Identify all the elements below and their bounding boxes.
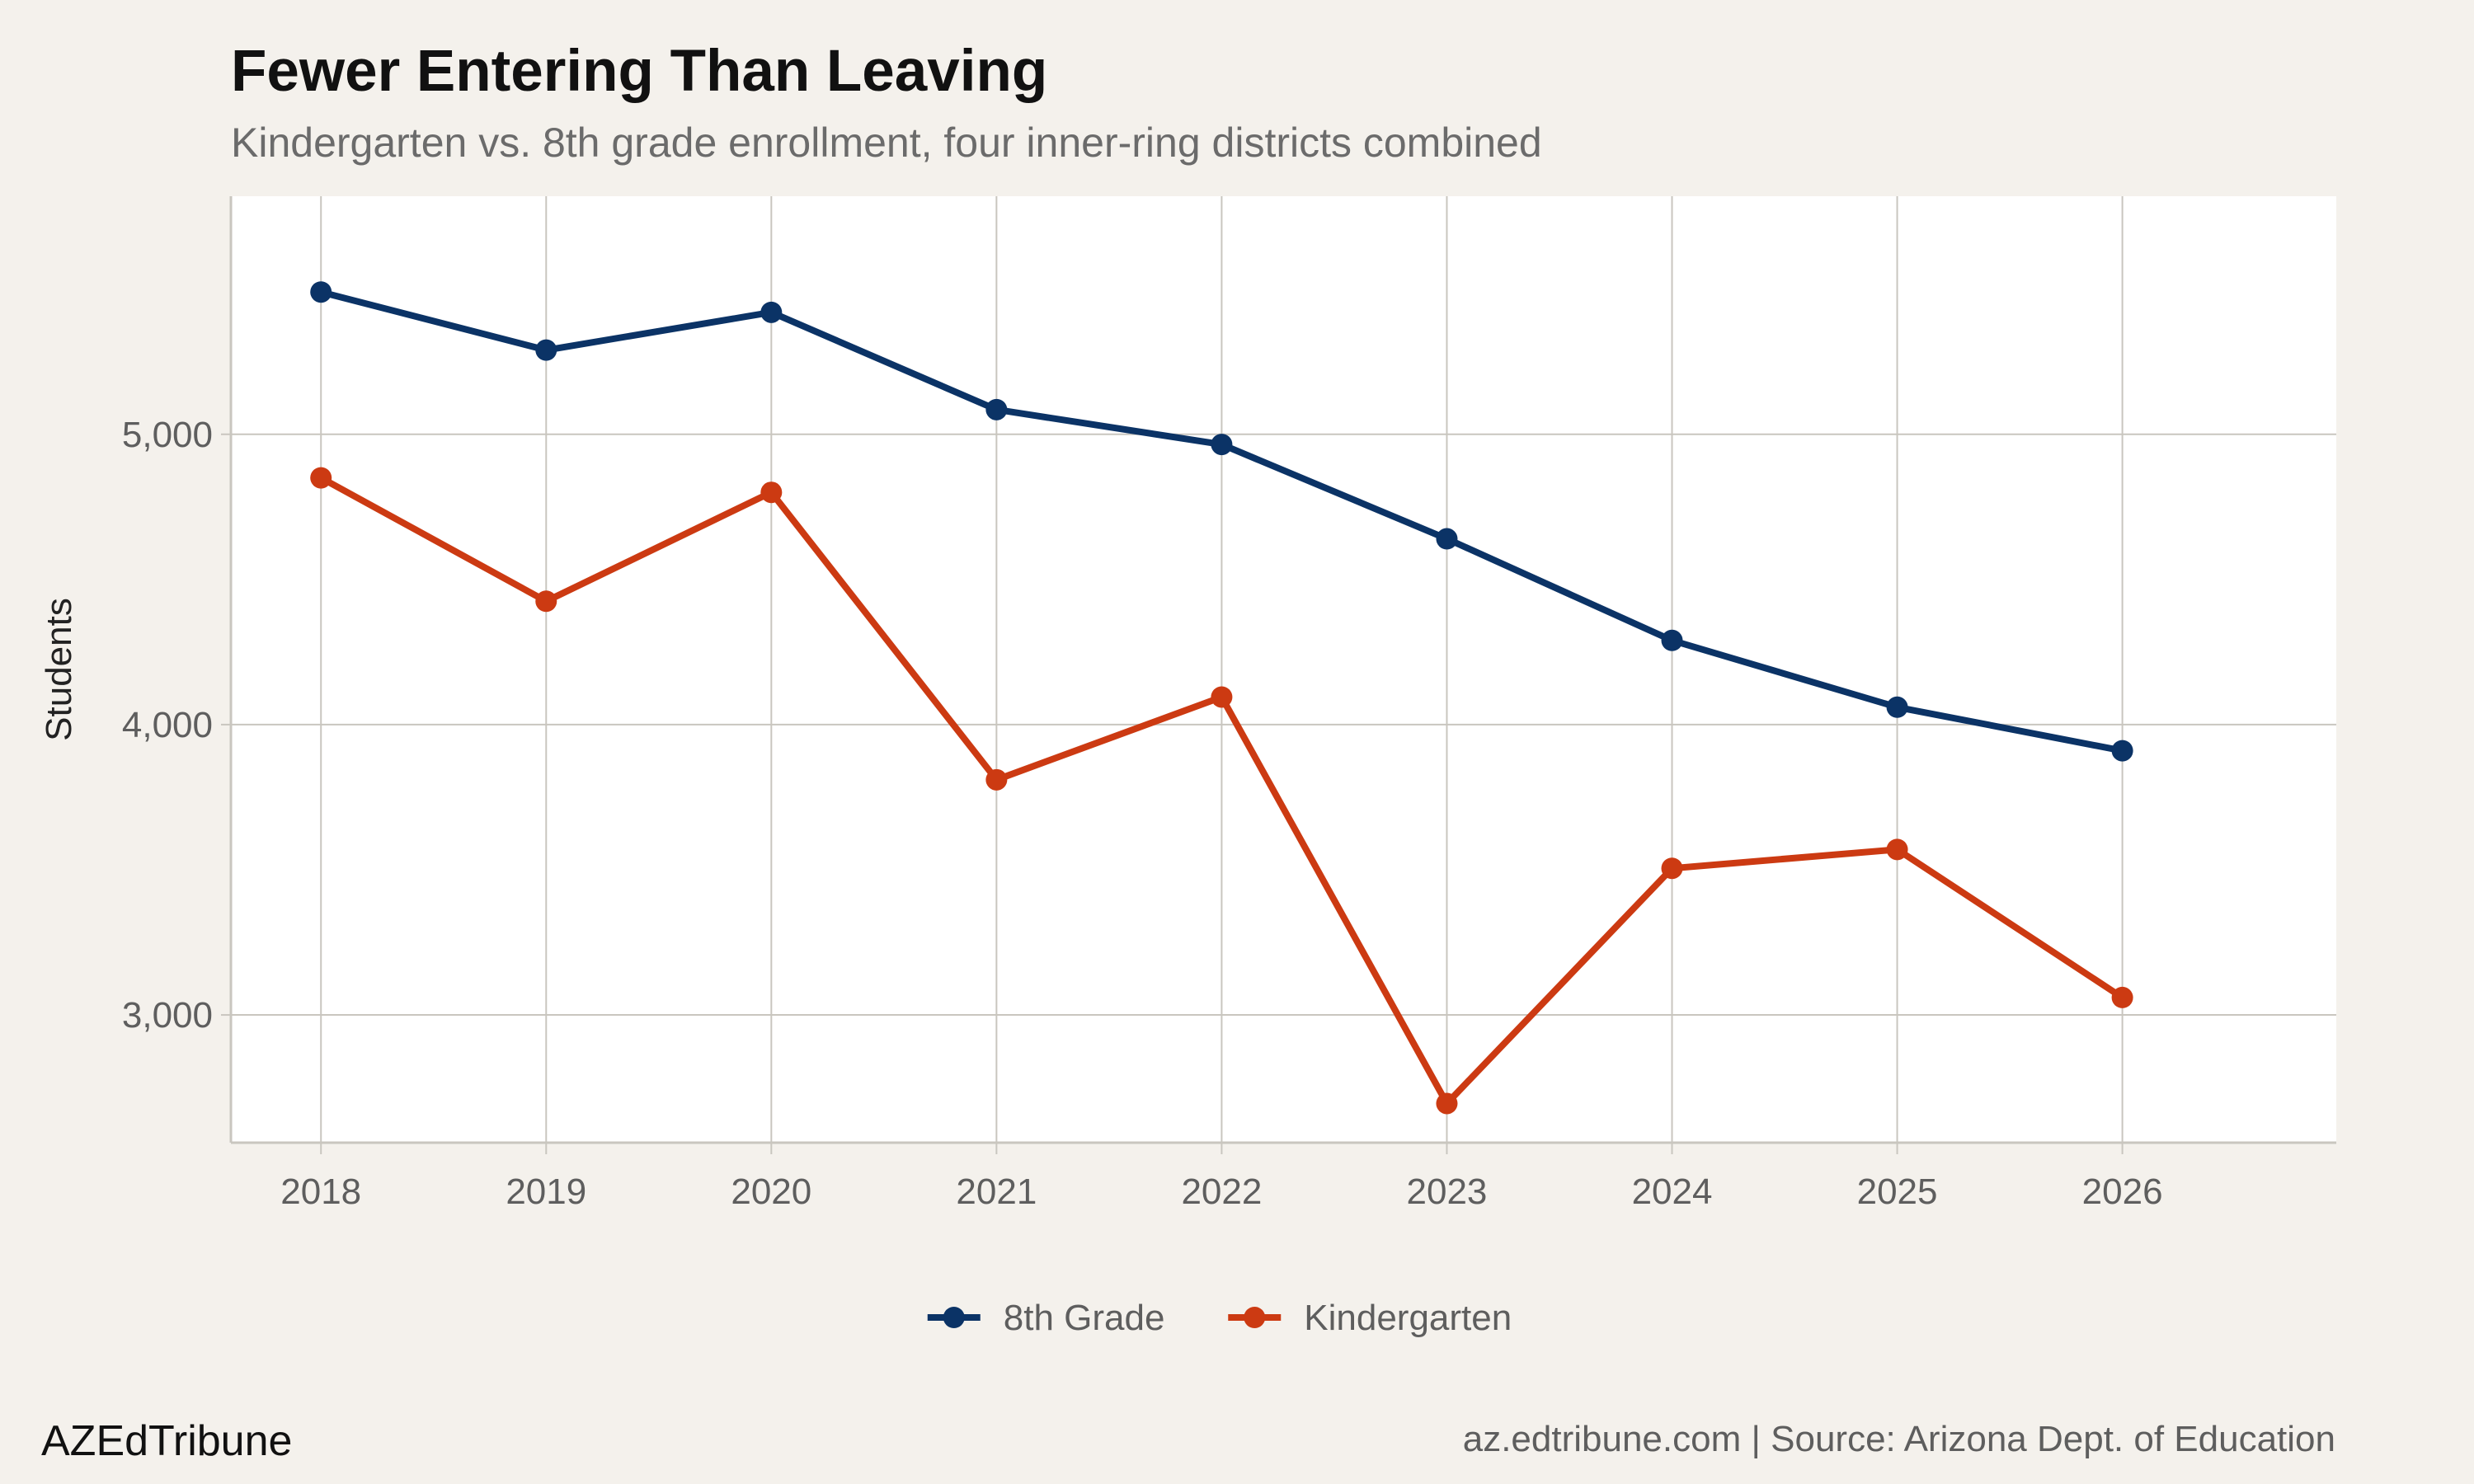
data-point-8th-grade: [2111, 740, 2133, 762]
data-point-kindergarten: [1661, 857, 1683, 880]
y-axis-title: Students: [39, 598, 79, 741]
x-tick-label: 2024: [1632, 1172, 1713, 1212]
data-point-kindergarten: [1436, 1092, 1458, 1115]
x-tick-label: 2018: [280, 1172, 361, 1212]
data-point-8th-grade: [760, 301, 783, 323]
data-point-kindergarten: [310, 467, 332, 489]
data-point-8th-grade: [535, 339, 557, 361]
x-tick-label: 2022: [1181, 1172, 1262, 1212]
data-point-kindergarten: [2111, 986, 2133, 1008]
data-point-8th-grade: [985, 398, 1008, 420]
data-point-kindergarten: [760, 481, 783, 504]
series-layer: [310, 281, 2133, 1115]
brand-label: AZEdTribune: [41, 1417, 292, 1465]
y-tick-label: 3,000: [122, 995, 213, 1036]
chart-title: Fewer Entering Than Leaving: [231, 39, 1047, 104]
x-tick-label: 2025: [1857, 1172, 1938, 1212]
y-tick-label: 4,000: [122, 705, 213, 745]
x-tick-label: 2023: [1407, 1172, 1488, 1212]
legend-label: 8th Grade: [1004, 1298, 1165, 1338]
data-point-kindergarten: [1211, 686, 1233, 708]
data-point-kindergarten: [985, 768, 1008, 791]
legend-item-kindergarten: Kindergarten: [1228, 1298, 1512, 1338]
legend-key-point: [1244, 1307, 1266, 1328]
legend: 8th Grade Kindergarten: [927, 1298, 1512, 1338]
source-label: az.edtribune.com | Source: Arizona Dept.…: [1463, 1419, 2335, 1459]
chart-subtitle: Kindergarten vs. 8th grade enrollment, f…: [231, 120, 1542, 166]
x-tick-label: 2026: [2082, 1172, 2163, 1212]
x-tick-label: 2020: [731, 1172, 811, 1212]
legend-label: Kindergarten: [1304, 1298, 1512, 1338]
y-tick-label: 5,000: [122, 415, 213, 455]
data-point-8th-grade: [1436, 528, 1458, 550]
data-point-8th-grade: [1661, 629, 1683, 651]
data-point-kindergarten: [535, 590, 557, 613]
axis-layer: 3,000 4,000 5,000 2018 2019 2020 2021 2022 2023 2…: [122, 196, 2336, 1212]
x-tick-label: 2021: [956, 1172, 1037, 1212]
data-point-8th-grade: [310, 281, 332, 303]
data-point-8th-grade: [1886, 696, 1908, 718]
data-point-kindergarten: [1886, 838, 1908, 861]
x-tick-label: 2019: [506, 1172, 586, 1212]
data-point-8th-grade: [1211, 434, 1233, 456]
legend-item-8th-grade: 8th Grade: [927, 1298, 1165, 1338]
legend-key-point: [943, 1307, 965, 1328]
plot-panel: [231, 196, 2336, 1143]
